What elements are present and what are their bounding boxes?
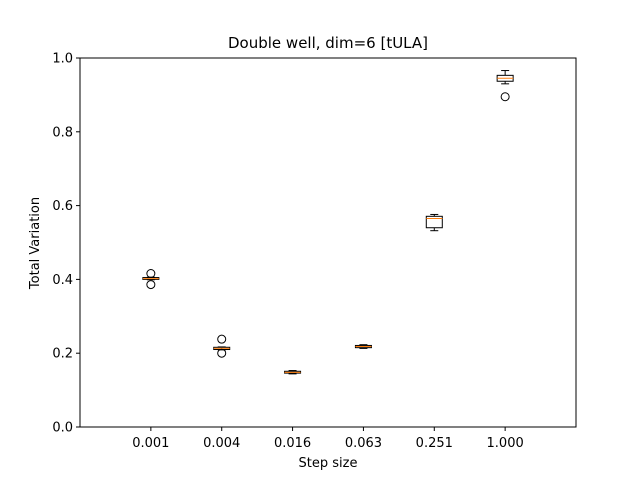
box-group-0.004	[213, 334, 231, 358]
x-tick-label: 1.000	[487, 436, 524, 451]
outlier-point	[500, 92, 510, 102]
x-tick-label: 0.063	[345, 436, 382, 451]
x-axis-ticks: 0.001 0.004 0.016 0.063 0.251 1.000	[132, 427, 524, 451]
box-iqr	[425, 215, 443, 229]
y-tick-label: 0.6	[52, 199, 73, 214]
x-tick-label: 0.004	[203, 436, 240, 451]
x-tick-label: 0.001	[132, 436, 169, 451]
x-tick-label: 0.016	[274, 436, 311, 451]
y-tick-label: 0.0	[52, 421, 73, 436]
plot-area-frame	[79, 57, 577, 428]
outlier-point	[217, 348, 227, 358]
y-tick-label: 0.8	[52, 125, 73, 140]
y-tick-label: 1.0	[52, 52, 73, 67]
outlier-point	[217, 334, 227, 344]
y-tick-label: 0.2	[52, 347, 73, 362]
outlier-point	[146, 280, 156, 290]
box-group-1.000	[496, 70, 514, 102]
y-tick-label: 0.4	[52, 273, 73, 288]
box-group-0.016	[284, 370, 302, 375]
chart-title: Double well, dim=6 [tULA]	[228, 34, 428, 52]
x-axis-label: Step size	[299, 456, 358, 471]
outlier-point	[146, 268, 156, 278]
box-group-0.251	[425, 213, 443, 232]
y-axis-ticks: 0.0 0.2 0.4 0.6 0.8 1.0	[52, 52, 80, 436]
y-axis-label: Total Variation	[28, 197, 43, 290]
box-group-0.063	[354, 344, 372, 349]
box-series	[142, 70, 514, 375]
box-group-0.001	[142, 268, 160, 290]
x-tick-label: 0.251	[416, 436, 453, 451]
